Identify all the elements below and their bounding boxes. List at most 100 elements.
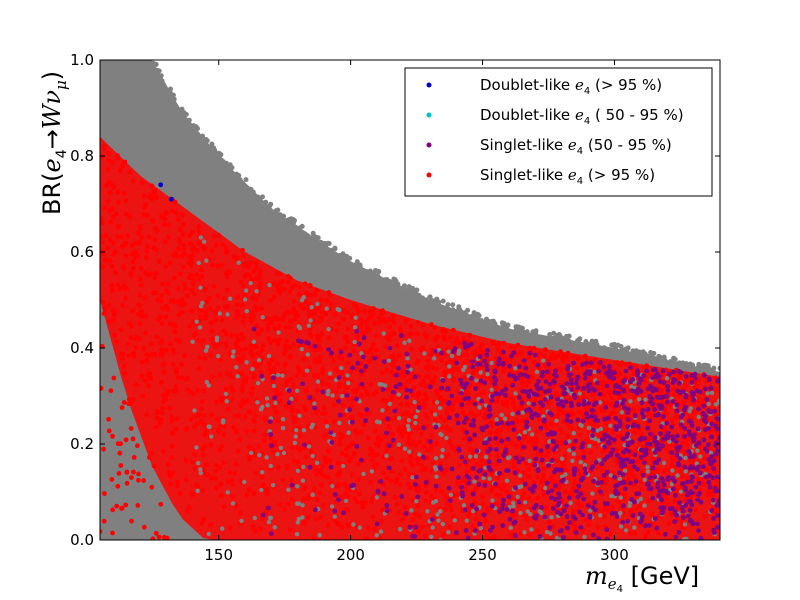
singlet-95-point (192, 451, 197, 457)
singlet-95-point (272, 366, 277, 372)
singlet-95-point (182, 302, 188, 307)
singlet-95-point (359, 392, 364, 398)
singlet-95-point (558, 367, 564, 372)
background-point (432, 412, 438, 417)
background-point (470, 509, 476, 514)
singlet-50-95-point (570, 446, 576, 451)
singlet-50-95-point (543, 389, 548, 394)
singlet-95-point (508, 357, 513, 363)
background-point (297, 413, 302, 418)
singlet-95-point (389, 469, 395, 474)
singlet-95-point (175, 483, 180, 489)
background-point (100, 61, 103, 66)
singlet-95-point (411, 441, 416, 446)
singlet-50-95-point (703, 446, 708, 452)
singlet-50-95-point (393, 384, 399, 390)
singlet-50-95-point (267, 419, 273, 425)
singlet-95-point (166, 234, 172, 240)
background-point (429, 534, 434, 540)
singlet-95-point (370, 494, 376, 500)
legend-box (404, 67, 713, 197)
singlet-50-95-point (615, 452, 620, 458)
background-point (608, 423, 613, 428)
singlet-95-point (181, 222, 186, 227)
singlet-95-point (196, 338, 201, 343)
background-point (661, 460, 667, 466)
singlet-95-point (151, 463, 157, 469)
background-point (296, 516, 302, 521)
singlet-50-95-point (493, 377, 499, 383)
singlet-50-95-point (523, 389, 529, 395)
background-point (194, 319, 199, 324)
background-point (446, 530, 451, 535)
singlet-95-point (198, 419, 204, 424)
singlet-95-point (122, 371, 128, 376)
singlet-50-95-point (360, 354, 366, 360)
singlet-95-point (308, 332, 313, 337)
background-point (426, 306, 432, 312)
singlet-50-95-point (543, 379, 549, 385)
singlet-95-point (359, 321, 365, 327)
background-point (405, 356, 410, 361)
background-point (300, 503, 305, 508)
singlet-50-95-point (561, 534, 566, 540)
singlet-50-95-point (488, 467, 493, 473)
singlet-95-point (124, 211, 129, 217)
singlet-95-point (646, 530, 651, 535)
singlet-50-95-point (704, 397, 710, 402)
singlet-50-95-point (595, 418, 600, 424)
singlet-95-point (238, 403, 244, 408)
singlet-95-point (360, 504, 366, 510)
singlet-95-point (480, 494, 485, 499)
singlet-95-point (432, 324, 437, 330)
singlet-50-95-point (620, 436, 626, 442)
singlet-50-95-point (652, 435, 658, 440)
singlet-50-95-point (259, 373, 265, 379)
singlet-50-95-point (650, 495, 656, 501)
background-point (543, 485, 548, 491)
background-point (351, 522, 356, 527)
singlet-95-point (169, 444, 175, 449)
singlet-95-point (221, 432, 227, 438)
singlet-95-point (487, 430, 493, 435)
singlet-50-95-point (590, 505, 596, 510)
singlet-95-point (289, 319, 294, 324)
singlet-95-point (370, 306, 376, 312)
singlet-95-point (106, 179, 112, 185)
singlet-50-95-point (677, 500, 682, 505)
background-point (207, 424, 212, 429)
singlet-95-point (275, 361, 280, 367)
singlet-95-point (358, 429, 364, 434)
background-point (582, 462, 588, 468)
background-point (243, 297, 248, 302)
singlet-50-95-point (547, 388, 552, 394)
singlet-50-95-point (677, 456, 683, 461)
singlet-95-point (460, 478, 466, 483)
background-point (395, 281, 401, 287)
singlet-50-95-point (662, 531, 668, 537)
singlet-50-95-point (593, 460, 599, 465)
singlet-95-point (301, 496, 306, 502)
background-point (417, 452, 422, 457)
background-point (513, 391, 518, 396)
singlet-95-point (118, 286, 123, 292)
singlet-50-95-point (695, 521, 700, 527)
singlet-95-point (164, 288, 170, 294)
singlet-50-95-point (454, 360, 459, 366)
background-point (434, 474, 439, 479)
singlet-50-95-point (655, 441, 661, 447)
background-point (381, 285, 387, 291)
background-point (515, 494, 520, 499)
background-point (106, 60, 109, 61)
singlet-95-point (542, 347, 548, 352)
background-point (489, 387, 494, 392)
singlet-50-95-point (510, 508, 515, 514)
singlet-95-point (666, 501, 671, 507)
singlet-50-95-point (591, 532, 596, 538)
singlet-95-point (108, 219, 113, 225)
singlet-50-95-point (674, 408, 680, 414)
background-point (191, 123, 197, 129)
singlet-50-95-point (533, 503, 539, 508)
singlet-95-point (130, 265, 136, 271)
singlet-50-95-point (307, 464, 313, 470)
